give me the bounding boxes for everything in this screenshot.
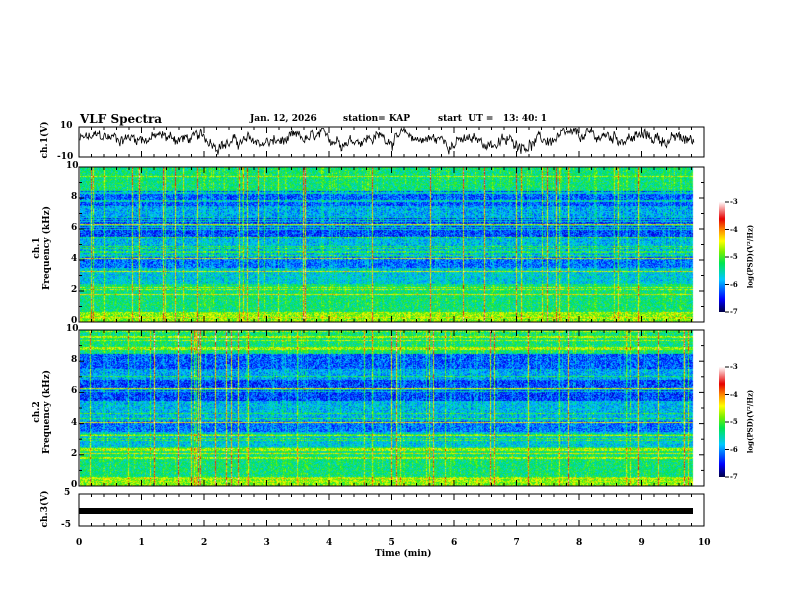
x-tick-label: 5	[388, 538, 395, 548]
ch3-ylabel: ch.3(V)	[40, 490, 50, 528]
ch1-waveform	[79, 127, 695, 155]
spec2-ylabel: ch.2 Frequency (kHz)	[32, 362, 52, 462]
colorbar-tick-label: -7	[730, 307, 738, 316]
station-label: station= KAP	[343, 114, 411, 124]
y-tick-label: 0	[71, 316, 78, 326]
spectrogram-ch1	[80, 167, 694, 322]
spectrogram-ch2	[80, 330, 694, 486]
ch1-ylabel: ch.1(V)	[40, 121, 50, 159]
ch3-waveform	[79, 508, 693, 514]
panel-frame-2	[78, 329, 705, 487]
x-tick-label: 3	[263, 538, 270, 548]
colorbar1-label: log(PSD)(V²/Hz)	[745, 224, 755, 289]
panel-frame-1	[78, 166, 705, 323]
y-tick-label: 10	[66, 161, 79, 171]
colorbar-ch2	[719, 367, 725, 477]
colorbar-tick-label: -3	[730, 362, 738, 371]
spec1-ylabel-line1: ch.1	[32, 237, 42, 259]
y-tick-label: 10	[60, 121, 73, 131]
colorbar-ch1	[719, 202, 725, 312]
y-tick-label: 2	[71, 285, 78, 295]
y-tick-label: 6	[71, 386, 78, 397]
y-tick-label: 4	[71, 254, 78, 264]
x-tick-label: 1	[138, 538, 145, 548]
colorbar-tick-label: -6	[730, 444, 738, 454]
colorbar-tick-label: -7	[730, 472, 738, 481]
y-tick-label: 2	[71, 448, 78, 459]
y-tick-label: 6	[71, 223, 78, 233]
y-tick-label: 8	[71, 192, 78, 202]
y-tick-label: -5	[61, 520, 71, 530]
spec2-ylabel-line2: Frequency (kHz)	[42, 370, 52, 455]
x-tick-label: 2	[201, 538, 208, 548]
y-tick-label: 10	[66, 324, 79, 334]
spec2-ylabel-line1: ch.2	[32, 401, 42, 423]
colorbar-tick-label: -5	[730, 252, 738, 261]
y-tick-label: 5	[64, 488, 71, 498]
start-time-label: start UT = 13: 40: 1	[438, 114, 548, 124]
x-tick-label: 0	[76, 538, 83, 548]
x-tick-label: 7	[513, 538, 520, 548]
colorbar-tick-label: -4	[730, 389, 738, 399]
x-tick-label: 4	[326, 538, 333, 548]
colorbar-tick-label: -4	[730, 224, 738, 234]
colorbar-tick-label: -6	[730, 279, 738, 289]
colorbar-tick-label: -5	[730, 417, 738, 426]
spec1-ylabel: ch.1 Frequency (kHz)	[32, 198, 52, 298]
y-tick-label: 0	[71, 480, 78, 490]
x-tick-label: 9	[638, 538, 645, 548]
spec1-ylabel-line2: Frequency (kHz)	[42, 206, 52, 291]
y-tick-label: -10	[57, 152, 74, 162]
y-tick-label: 8	[71, 355, 78, 366]
figure-title: VLF Spectra	[80, 112, 163, 126]
x-tick-label: 8	[576, 538, 583, 548]
colorbar2-label: log(PSD)(V²/Hz)	[745, 389, 755, 454]
y-tick-label: 4	[71, 417, 78, 428]
x-tick-label: 6	[451, 538, 458, 548]
colorbar-tick-label: -3	[730, 197, 738, 206]
x-axis-label: Time (min)	[375, 549, 432, 559]
date-label: Jan. 12, 2026	[250, 114, 317, 124]
x-tick-label: 10	[698, 538, 711, 548]
